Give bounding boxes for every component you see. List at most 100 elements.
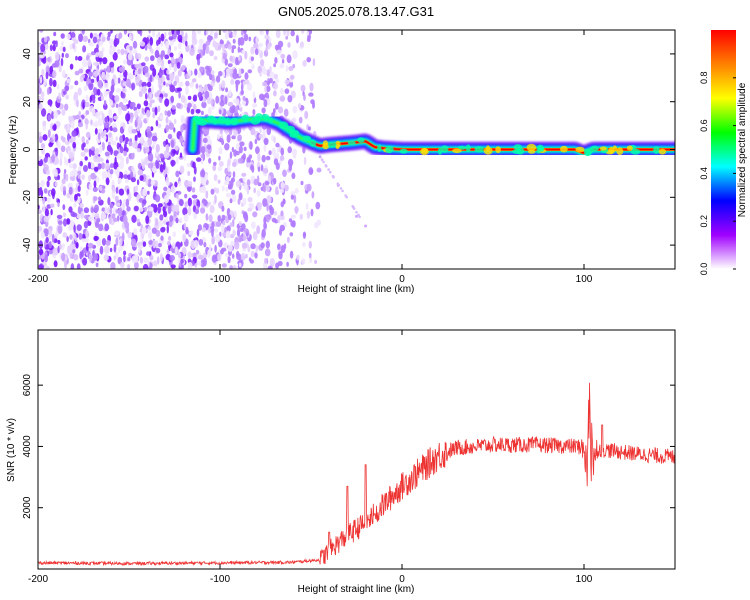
noise-speckle [141, 62, 146, 67]
noise-speckle [155, 194, 161, 203]
noise-speckle [142, 241, 147, 247]
noise-speckle [126, 188, 130, 195]
noise-speckle [90, 207, 95, 213]
noise-speckle [119, 135, 123, 144]
noise-speckle [94, 221, 100, 228]
noise-speckle [217, 133, 221, 140]
noise-speckle [109, 247, 113, 253]
noise-speckle [101, 212, 107, 220]
noise-speckle [121, 67, 125, 73]
noise-speckle [38, 103, 43, 111]
noise-speckle [137, 30, 142, 35]
noise-speckle [198, 254, 204, 260]
noise-speckle [278, 228, 283, 236]
noise-speckle [274, 102, 279, 110]
noise-speckle [137, 169, 144, 176]
noise-speckle [175, 246, 178, 255]
noise-speckle [261, 154, 266, 163]
noise-speckle [209, 205, 215, 214]
noise-speckle [191, 78, 197, 83]
noise-speckle [208, 35, 213, 41]
noise-speckle [101, 238, 107, 246]
noise-speckle [202, 137, 208, 144]
noise-speckle [102, 71, 106, 81]
noise-speckle [70, 263, 75, 269]
noise-speckle [262, 168, 269, 174]
noise-speckle [221, 263, 227, 268]
noise-speckle [93, 196, 98, 202]
noise-speckle [161, 75, 165, 83]
noise-speckle [182, 207, 188, 216]
noise-speckle [137, 68, 142, 75]
noise-speckle [232, 38, 236, 44]
noise-speckle [231, 161, 237, 167]
noise-speckle [260, 242, 265, 249]
noise-speckle [72, 42, 76, 50]
noise-speckle [235, 79, 241, 85]
noise-speckle [226, 176, 230, 182]
noise-speckle [173, 211, 177, 217]
tail-dot [364, 224, 368, 228]
noise-speckle [56, 84, 60, 90]
noise-speckle [213, 255, 219, 260]
noise-speckle [108, 108, 113, 118]
noise-speckle [265, 214, 270, 223]
noise-speckle [165, 176, 169, 183]
noise-speckle [135, 185, 138, 192]
noise-speckle [102, 57, 108, 65]
noise-speckle [238, 221, 242, 227]
noise-speckle [82, 142, 86, 148]
noise-speckle [156, 33, 159, 40]
noise-speckle [284, 88, 290, 94]
noise-speckle [108, 47, 115, 56]
noise-speckle [163, 186, 168, 192]
noise-speckle [247, 196, 253, 203]
noise-speckle [165, 82, 169, 87]
ridge-blob [206, 115, 216, 123]
noise-speckle [163, 210, 168, 218]
noise-speckle [88, 38, 91, 44]
noise-speckle [170, 159, 175, 167]
noise-speckle [57, 174, 61, 181]
noise-speckle [159, 153, 165, 159]
noise-speckle [271, 147, 276, 156]
noise-speckle [58, 64, 62, 73]
noise-speckle [137, 108, 141, 114]
noise-speckle [66, 236, 69, 242]
noise-speckle [221, 80, 226, 88]
noise-speckle [160, 65, 166, 70]
noise-speckle [222, 70, 226, 78]
noise-speckle [42, 120, 47, 127]
noise-speckle [53, 31, 57, 37]
noise-speckle [109, 117, 113, 123]
noise-speckle [177, 34, 183, 42]
noise-speckle [38, 225, 43, 232]
noise-speckle [45, 71, 49, 80]
noise-speckle [83, 238, 90, 243]
noise-speckle [166, 224, 169, 234]
noise-speckle [232, 265, 237, 269]
noise-speckle [197, 91, 203, 99]
noise-speckle [131, 255, 137, 263]
noise-speckle [269, 71, 276, 80]
noise-speckle [43, 228, 49, 237]
noise-speckle [310, 99, 315, 105]
noise-speckle [77, 87, 82, 96]
noise-speckle [281, 58, 285, 64]
noise-speckle [210, 70, 215, 75]
noise-speckle [302, 242, 306, 248]
noise-speckle [155, 46, 161, 51]
noise-speckle [242, 177, 246, 182]
noise-speckle [253, 43, 259, 49]
noise-speckle [109, 90, 113, 100]
noise-speckle [101, 207, 106, 212]
noise-speckle [237, 46, 241, 53]
noise-speckle [133, 106, 138, 112]
noise-speckle [223, 242, 229, 248]
noise-speckle [65, 94, 69, 100]
noise-speckle [215, 187, 220, 194]
noise-speckle [123, 30, 127, 35]
noise-speckle [247, 207, 252, 212]
noise-speckle [151, 227, 157, 234]
